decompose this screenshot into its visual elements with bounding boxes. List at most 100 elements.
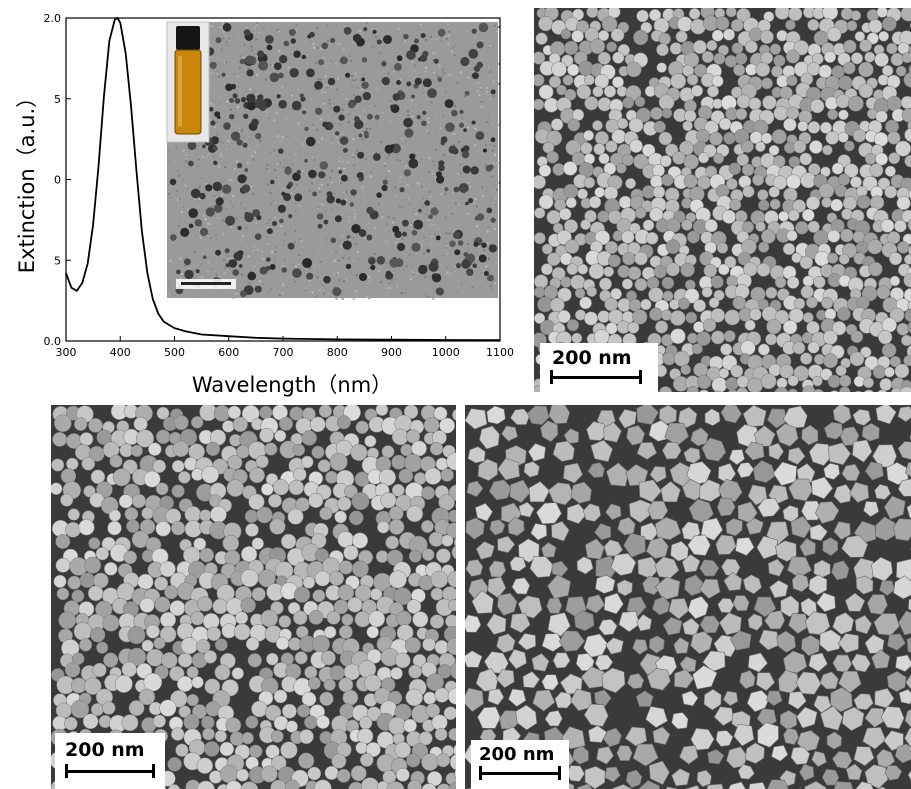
nanoparticle: [148, 442, 162, 456]
nanoparticle: [396, 610, 412, 627]
nanoparticle: [819, 671, 839, 690]
nanoparticle: [907, 598, 911, 611]
tem-particle: [358, 177, 364, 182]
nanoparticle: [199, 547, 215, 563]
tem-particle: [210, 120, 216, 126]
y-tick-label: 5: [54, 254, 61, 267]
tem-particle: [296, 169, 301, 175]
nanoparticle: [900, 8, 911, 22]
x-tick-label: 800: [327, 346, 348, 359]
nanoparticle: [827, 229, 841, 243]
nanoparticle: [271, 755, 287, 771]
nanoparticle: [863, 500, 880, 518]
tem-particle: [352, 33, 362, 43]
nanoparticle: [670, 73, 687, 90]
nanoparticle: [546, 209, 561, 225]
nanoparticle: [884, 185, 898, 199]
nanoparticle: [535, 32, 548, 45]
nanoparticle: [403, 718, 417, 733]
nanoparticle: [465, 408, 488, 430]
nanoparticle: [319, 691, 334, 706]
tem-particle: [314, 80, 323, 90]
tem-particle: [369, 258, 376, 265]
nanoparticle: [232, 416, 248, 433]
nanoparticle: [280, 533, 297, 550]
nanoparticle: [436, 753, 451, 768]
nanoparticle: [406, 753, 421, 768]
nanoparticle: [626, 596, 647, 617]
nanoparticle: [617, 516, 636, 536]
nanoparticle: [155, 521, 171, 537]
nanoparticle: [326, 610, 341, 625]
nanoparticle: [638, 479, 662, 503]
nanoparticle: [701, 50, 714, 64]
nanoparticle: [260, 609, 279, 628]
nanoparticle: [769, 198, 781, 210]
tem-particle: [413, 219, 424, 230]
nanoparticle: [875, 152, 889, 166]
nanoparticle: [768, 144, 780, 156]
nanoparticle: [799, 152, 813, 166]
nanoparticle: [652, 596, 671, 616]
tem-particle: [170, 234, 177, 241]
nanoparticle: [214, 730, 227, 743]
nanoparticle: [655, 320, 669, 334]
nanoparticle: [175, 743, 189, 757]
nanoparticle: [801, 208, 815, 222]
scale-bar-label: 200 nm: [479, 744, 555, 765]
nanoparticle: [833, 781, 854, 789]
nanoparticle: [141, 507, 154, 520]
nanoparticle: [715, 730, 734, 747]
nanoparticle: [298, 729, 314, 745]
nanoparticle: [872, 365, 887, 379]
tem-particle: [244, 212, 254, 223]
nanoparticle: [889, 355, 901, 368]
nanoparticle: [408, 664, 423, 679]
nanoparticle: [536, 502, 562, 525]
nanoparticle: [658, 405, 678, 425]
nanoparticle: [757, 497, 781, 518]
nanoparticle: [64, 716, 78, 731]
nanoparticle: [799, 537, 816, 557]
nanoparticle: [268, 493, 282, 508]
nanoparticle: [907, 321, 911, 334]
nanoparticle: [791, 572, 810, 593]
tem-particle: [459, 109, 464, 114]
nanoparticle: [357, 728, 374, 745]
nanoparticle: [594, 186, 606, 198]
tem-particle: [402, 231, 407, 237]
x-tick-label: 900: [381, 346, 402, 359]
nanoparticle: [878, 330, 893, 345]
nanoparticle: [895, 654, 911, 672]
scale-bar: 200 nm: [471, 740, 569, 789]
tem-particle: [382, 179, 388, 185]
nanoparticle: [844, 163, 859, 178]
nanoparticle: [876, 285, 891, 300]
tem-particle: [286, 184, 292, 190]
nanoparticle: [692, 39, 707, 55]
nanoparticle: [786, 276, 800, 289]
nanoparticle: [196, 757, 214, 774]
tem-particle: [304, 158, 308, 163]
nanoparticle: [724, 309, 741, 326]
nanoparticle: [560, 28, 572, 40]
nanoparticle: [616, 745, 633, 761]
nanoparticle: [84, 556, 102, 574]
nanoparticle: [665, 239, 681, 255]
nanoparticle: [885, 119, 899, 134]
tem-particle: [318, 171, 326, 179]
tem-particle: [411, 94, 415, 99]
tem-particle: [238, 264, 243, 268]
nanoparticle: [877, 177, 891, 190]
nanoparticle: [886, 670, 907, 692]
nanoparticle: [849, 481, 870, 503]
nanoparticle: [683, 174, 698, 189]
nanoparticle: [721, 209, 737, 224]
tem-particle: [338, 114, 345, 121]
nanoparticle: [245, 637, 260, 651]
nanoparticle: [699, 479, 721, 502]
nanoparticle: [583, 311, 599, 326]
nanoparticle: [660, 481, 681, 503]
nanoparticle: [606, 41, 617, 53]
nanoparticle: [710, 330, 725, 345]
